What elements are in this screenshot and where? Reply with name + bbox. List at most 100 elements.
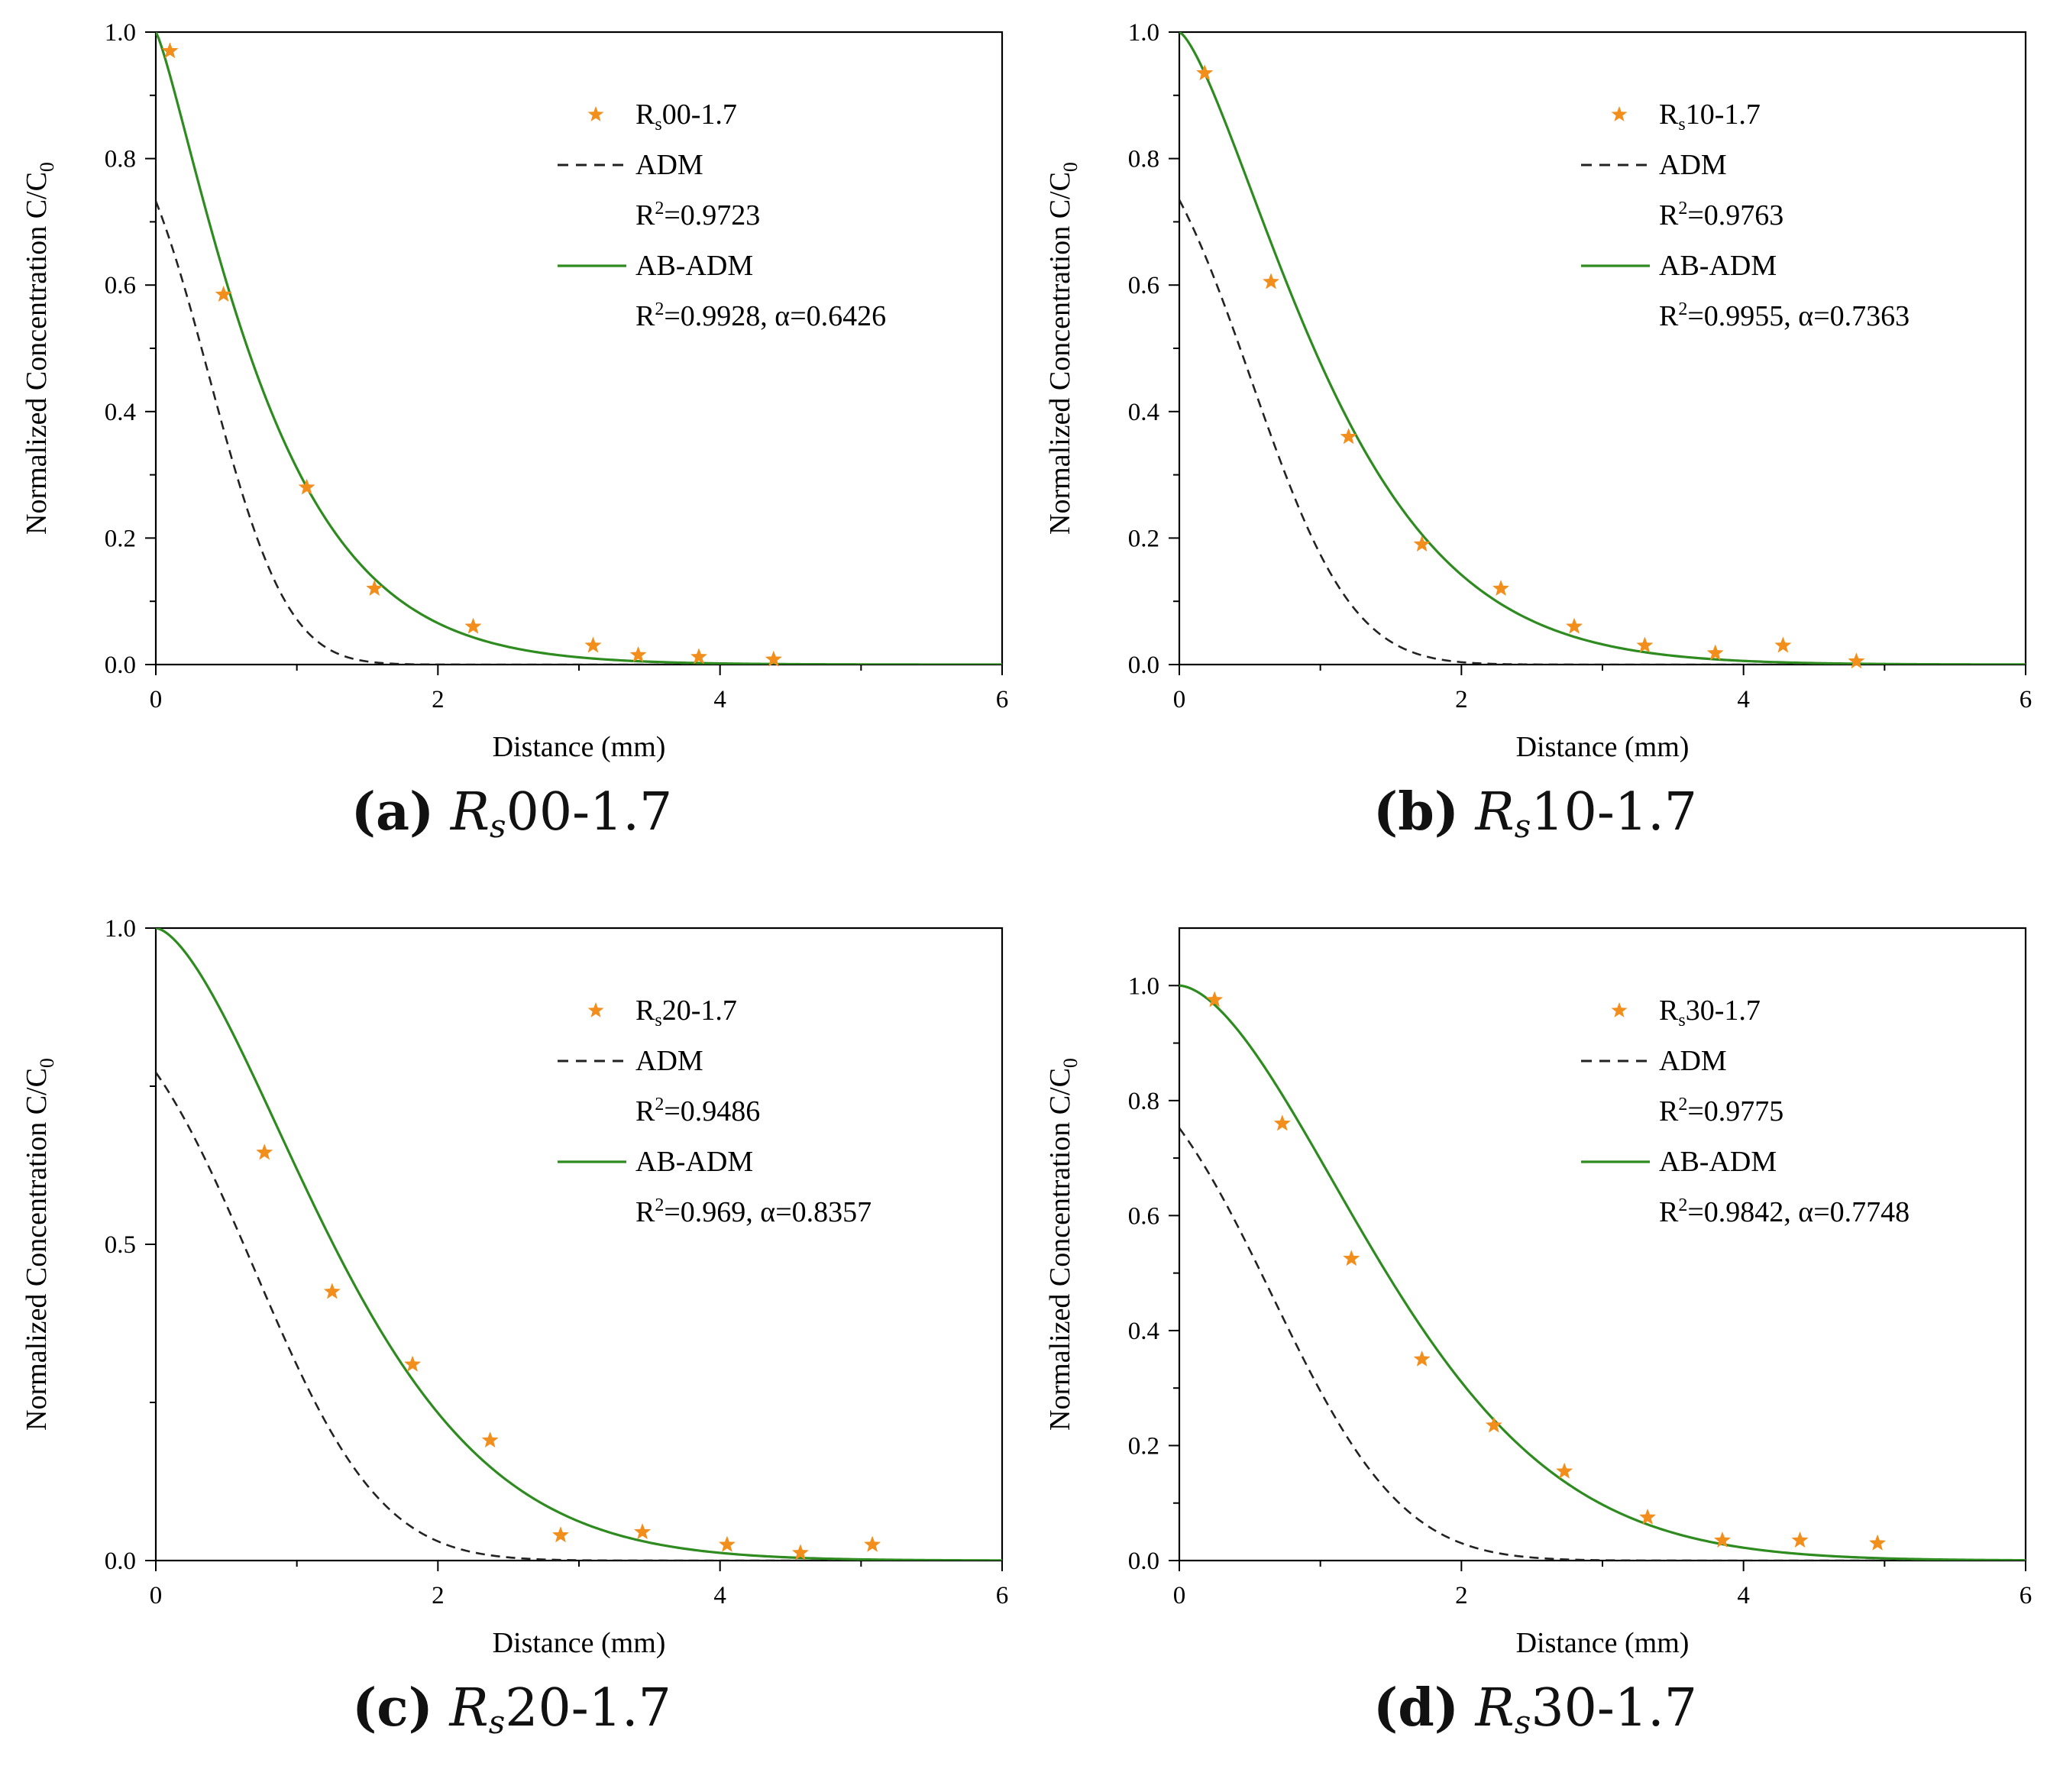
x-tick-label: 0 (150, 686, 163, 713)
y-tick-label: 0.8 (1128, 146, 1159, 173)
caption-symbol: R (1475, 782, 1515, 843)
x-tick-label: 6 (2020, 686, 2032, 713)
legend-ab-adm-r2: R2=0.9842, α=0.7748 (1659, 1195, 1910, 1228)
y-tick-label: 1.0 (105, 19, 136, 47)
y-tick-label: 1.0 (1128, 972, 1159, 1000)
caption-suffix: 30-1.7 (1531, 1678, 1697, 1739)
caption-d: (d) Rs30-1.7 (1024, 1677, 2047, 1741)
ab-adm-curve (156, 32, 1002, 665)
legend-adm-label: ADM (1659, 149, 1727, 181)
caption-subscript: s (488, 1703, 506, 1741)
legend-r2-value: =0.9486 (664, 1095, 760, 1127)
x-tick-label: 2 (432, 1582, 445, 1609)
legend-r2-value: =0.969, α=0.8357 (664, 1196, 872, 1228)
y-tick-label: 0.6 (1128, 1202, 1159, 1230)
data-point-star (1636, 636, 1654, 653)
y-axis-label-main: Normalized Concentration C/C (21, 1068, 53, 1431)
chart-svg-a: 0 2 4 6 0.0 0.2 0.4 0.6 0.8 1.0 Distance (mm) Norma… (21, 19, 1008, 763)
legend-ab-adm-label: AB-ADM (635, 250, 753, 282)
y-axis-label-subscript: 0 (36, 1058, 58, 1068)
legend-adm-label: ADM (1659, 1045, 1727, 1077)
plot-frame (154, 927, 1004, 1562)
caption-a: (a) Rs00-1.7 (0, 781, 1024, 845)
legend-r2-value: =0.9723 (664, 199, 760, 231)
legend-r2-superscript: 2 (655, 1195, 664, 1215)
data-point-star (1413, 1350, 1431, 1367)
legend-r2-symbol: R (1659, 300, 1679, 332)
y-tick-label: 0.0 (1128, 652, 1159, 679)
x-tick-label: 4 (1737, 686, 1750, 713)
y-tick-label: 0.0 (1128, 1548, 1159, 1575)
x-tick-label: 4 (713, 686, 726, 713)
caption-subscript: s (1514, 807, 1531, 845)
chart-svg-d: 0 2 4 6 0.0 0.2 0.4 0.6 0.8 1.0 Distance (mm) Norma… (1044, 927, 2032, 1659)
y-axis-label-subscript: 0 (1059, 162, 1082, 172)
data-point-star (584, 636, 602, 653)
legend-r2-value: =0.9955, α=0.7363 (1687, 300, 1910, 332)
legend-ab-adm-r2: R2=0.9955, α=0.7363 (1659, 299, 1910, 332)
data-point-star (366, 579, 383, 597)
data-point-star (1868, 1534, 1887, 1551)
y-axis-label-main: Normalized Concentration C/C (21, 172, 53, 535)
y-tick-label: 0.8 (1128, 1088, 1159, 1115)
legend-r2-value: =0.9763 (1687, 199, 1783, 231)
y-tick-label: 0.6 (105, 272, 136, 299)
chart-panel-c: 0 2 4 6 0.0 0.5 1.0 Distance (mm) Normalized Con… (0, 896, 1024, 1792)
ab-adm-curve (1179, 32, 2026, 665)
legend-points-rest: 20-1.7 (662, 995, 737, 1027)
legend-r2-symbol: R (635, 300, 655, 332)
data-point-star (1565, 617, 1583, 634)
ab-adm-curve (156, 928, 1002, 1561)
y-tick-label: 0.2 (1128, 1432, 1159, 1460)
y-tick-label: 0.6 (1128, 272, 1159, 299)
data-point-star (1485, 1416, 1502, 1433)
legend-points-rest: 30-1.7 (1686, 995, 1761, 1027)
x-tick-label: 2 (432, 686, 445, 713)
chart-panel-b: 0 2 4 6 0.0 0.2 0.4 0.6 0.8 1.0 Distance (mm) Norma… (1024, 0, 2047, 896)
data-point-star (403, 1355, 422, 1372)
data-point-star (629, 645, 647, 663)
data-point-star (1774, 636, 1792, 653)
y-axis-label-subscript: 0 (36, 162, 58, 172)
data-point-star (481, 1431, 499, 1448)
legend-adm-r2: R2=0.9486 (635, 1095, 760, 1127)
data-point-star (1413, 535, 1431, 552)
legend-r2-symbol: R (635, 1095, 655, 1127)
data-point-star (1273, 1114, 1291, 1131)
legend-r2-superscript: 2 (1678, 1095, 1687, 1114)
legend-points-symbol: R (1659, 995, 1679, 1027)
x-tick-label: 6 (996, 1582, 1009, 1609)
chart-panel-a: 0 2 4 6 0.0 0.2 0.4 0.6 0.8 1.0 Distance (mm) Norma… (0, 0, 1024, 896)
legend-r2-symbol: R (1659, 199, 1679, 231)
legend-star-icon (1611, 1002, 1628, 1017)
caption-symbol: R (1475, 1678, 1515, 1739)
data-point-star (256, 1143, 273, 1160)
legend-points-subscript: s (655, 115, 661, 134)
legend-r2-superscript: 2 (1678, 1195, 1687, 1215)
caption-label: (b) (1373, 781, 1459, 843)
data-point-star (1262, 273, 1280, 290)
y-tick-label: 0.0 (105, 1548, 136, 1575)
x-tick-label: 2 (1455, 1582, 1468, 1609)
x-tick-label: 2 (1455, 686, 1468, 713)
y-tick-label: 0.0 (105, 652, 136, 679)
data-point-star (1492, 579, 1510, 597)
legend-points-label: Rs10-1.7 (1659, 99, 1761, 134)
x-tick-label: 0 (150, 1582, 163, 1609)
legend-points-subscript: s (1678, 1011, 1685, 1030)
legend-r2-symbol: R (635, 199, 655, 231)
y-axis-label-main: Normalized Concentration C/C (1044, 1068, 1076, 1431)
data-point-star (323, 1283, 341, 1299)
legend-adm-r2: R2=0.9775 (1659, 1095, 1783, 1127)
legend-star-icon (1611, 106, 1628, 121)
x-axis-label: Distance (mm) (493, 731, 666, 763)
y-tick-label: 0.2 (1128, 525, 1159, 552)
caption-symbol: R (450, 782, 490, 843)
legend-adm-label: ADM (635, 149, 703, 181)
legend-points-symbol: R (635, 99, 655, 131)
legend-r2-symbol: R (1659, 1095, 1679, 1127)
legend-ab-adm-r2: R2=0.969, α=0.8357 (635, 1195, 872, 1228)
y-tick-label: 1.0 (105, 915, 136, 943)
data-point-star (215, 285, 232, 302)
legend-r2-symbol: R (635, 1196, 655, 1228)
